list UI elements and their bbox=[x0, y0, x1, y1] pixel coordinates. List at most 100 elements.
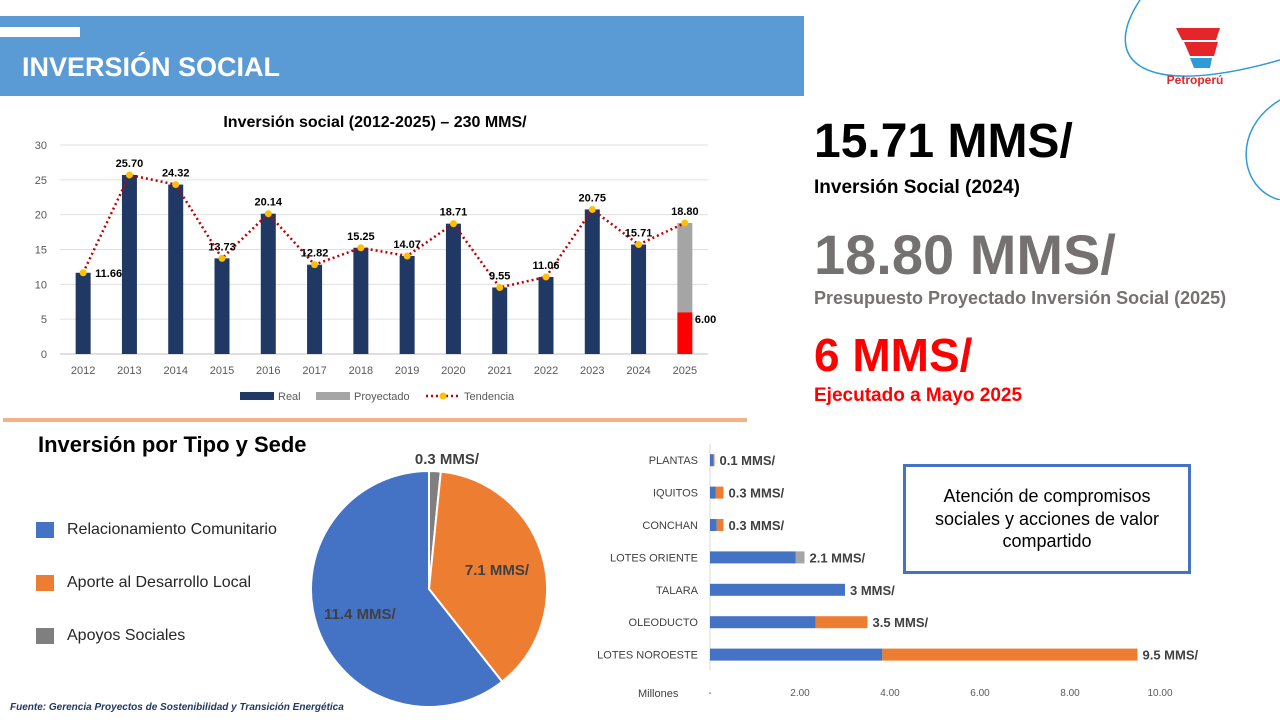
legend-label: Tendencia bbox=[464, 391, 515, 403]
bar-real bbox=[677, 312, 693, 354]
x-axis-ticks: 2012 2013 2014 2015 2016 2017 2018 2019 2020 2021… bbox=[71, 365, 697, 377]
kpi-2024-value: 15.71 MMS/ bbox=[814, 115, 1073, 168]
trend-marker bbox=[449, 220, 457, 228]
bar-real bbox=[260, 213, 276, 354]
bar-real bbox=[307, 264, 323, 354]
y-tick-label: 20 bbox=[35, 210, 47, 222]
x-tick-label: 2.00 bbox=[790, 688, 810, 699]
executed-label: 6.00 bbox=[695, 314, 716, 326]
bar-segment bbox=[710, 486, 716, 499]
legend-item-relacionamiento: Relacionamiento Comunitario bbox=[36, 520, 277, 540]
data-label: 11.66 bbox=[95, 268, 122, 280]
legend: Real Proyectado Tendencia bbox=[240, 391, 515, 403]
bar-real bbox=[445, 223, 461, 354]
data-label: 20.75 bbox=[579, 192, 607, 204]
bar-segment bbox=[710, 551, 796, 564]
category-labels: PLANTAS IQUITOS CONCHAN LOTES ORIENTE TALARA… bbox=[597, 455, 699, 661]
x-tick-label: 2020 bbox=[441, 365, 465, 377]
bar-segment bbox=[710, 583, 845, 596]
y-tick-label: 10 bbox=[35, 279, 47, 291]
trend-marker bbox=[496, 283, 504, 291]
y-tick-label: 25 bbox=[35, 175, 47, 187]
bar-total-label: 3 MMS/ bbox=[850, 583, 895, 598]
trend-marker bbox=[311, 261, 319, 269]
bar-segment bbox=[882, 648, 1138, 661]
x-tick-label: 2022 bbox=[534, 365, 558, 377]
pie-legend: Relacionamiento Comunitario Aporte al De… bbox=[36, 520, 277, 646]
y-axis-ticks: 0 5 10 15 20 25 30 bbox=[35, 140, 47, 361]
kpi-2024-label: Inversión Social (2024) bbox=[814, 177, 1020, 198]
gridlines bbox=[60, 144, 708, 355]
trend-marker bbox=[357, 244, 365, 252]
bar-real bbox=[492, 287, 508, 354]
data-label: 25.70 bbox=[116, 158, 144, 170]
legend-swatch bbox=[36, 575, 54, 591]
bar-segment bbox=[710, 519, 717, 531]
bar-real bbox=[168, 184, 184, 354]
kpi-2025-budget-label: Presupuesto Proyectado Inversión Social … bbox=[814, 288, 1227, 308]
x-tick-label: 2013 bbox=[117, 365, 141, 377]
trend-marker bbox=[588, 205, 596, 213]
x-tick-label: 2025 bbox=[673, 365, 697, 377]
data-labels: 0.1 MMS/0.3 MMS/0.3 MMS/2.1 MMS/3 MMS/3.… bbox=[720, 453, 1199, 662]
bar-real bbox=[121, 174, 137, 354]
callout-box: Atención de compromisos sociales y accio… bbox=[903, 464, 1191, 574]
legend-label: Relacionamiento Comunitario bbox=[67, 521, 277, 538]
x-tick-label: 8.00 bbox=[1060, 688, 1080, 699]
title-band bbox=[0, 16, 804, 96]
x-tick-label: 2014 bbox=[163, 365, 187, 377]
bar-real bbox=[353, 247, 369, 354]
x-tick-label: 2016 bbox=[256, 365, 280, 377]
data-label: 18.71 bbox=[440, 207, 468, 219]
bar-total-label: 2.1 MMS/ bbox=[810, 550, 866, 565]
page-title: INVERSIÓN SOCIAL bbox=[22, 52, 281, 82]
bar-total-label: 0.1 MMS/ bbox=[720, 453, 776, 468]
category-label: TALARA bbox=[656, 585, 699, 597]
data-label: 24.32 bbox=[162, 168, 190, 180]
type-pie-chart: 11.4 MMS/7.1 MMS/0.3 MMS/ bbox=[310, 451, 548, 708]
data-label: 20.14 bbox=[255, 197, 283, 209]
category-label: LOTES ORIENTE bbox=[610, 552, 698, 564]
pie-slice bbox=[427, 470, 548, 684]
bar-total-label: 3.5 MMS/ bbox=[873, 615, 929, 630]
decorative-arcs bbox=[1124, 0, 1280, 200]
bar-segment bbox=[716, 519, 724, 531]
category-label: PLANTAS bbox=[649, 455, 698, 467]
category-label: LOTES NOROESTE bbox=[597, 650, 698, 662]
bar-total-label: 0.3 MMS/ bbox=[729, 518, 785, 533]
data-label: 11.06 bbox=[533, 260, 560, 272]
bar-real bbox=[538, 276, 554, 354]
pie-label: 11.4 MMS/ bbox=[324, 606, 397, 623]
x-tick-label: 10.00 bbox=[1147, 688, 1172, 699]
section-title: Inversión por Tipo y Sede bbox=[38, 432, 307, 457]
trend-marker bbox=[681, 219, 689, 227]
legend-label: Proyectado bbox=[354, 391, 410, 403]
pie-slices bbox=[310, 469, 548, 708]
x-tick-label: 2018 bbox=[349, 365, 373, 377]
x-tick-label: 2012 bbox=[71, 365, 95, 377]
petroperu-logo: Petroperú bbox=[1160, 26, 1230, 92]
x-axis-title: Millones bbox=[638, 688, 679, 700]
pie-slice bbox=[310, 469, 504, 708]
x-tick-label: 2017 bbox=[302, 365, 326, 377]
bar-real bbox=[214, 258, 230, 354]
trend-marker bbox=[79, 269, 87, 277]
investment-column-chart: Inversión social (2012-2025) – 230 MMS/ … bbox=[35, 114, 717, 403]
legend-item-apoyos: Apoyos Sociales bbox=[36, 626, 277, 646]
x-tick-label: 2023 bbox=[580, 365, 604, 377]
category-label: IQUITOS bbox=[653, 488, 698, 500]
site-bar-chart: PLANTAS IQUITOS CONCHAN LOTES ORIENTE TALARA… bbox=[597, 444, 1199, 700]
section-divider bbox=[3, 418, 747, 422]
chart-title: Inversión social (2012-2025) – 230 MMS/ bbox=[223, 114, 527, 131]
trend-marker bbox=[172, 181, 180, 189]
data-label: 15.71 bbox=[625, 228, 653, 240]
bars bbox=[75, 174, 693, 354]
bars bbox=[710, 454, 1138, 661]
kpi-executed-value: 6 MMS/ bbox=[814, 329, 973, 381]
bar-segment bbox=[710, 616, 816, 629]
trend-marker bbox=[264, 210, 272, 218]
bar-segment bbox=[715, 486, 724, 499]
trend-marker bbox=[125, 171, 133, 179]
x-axis-ticks: - 2.00 4.00 6.00 8.00 10.00 Millones bbox=[638, 688, 1173, 700]
bar-total-label: 0.3 MMS/ bbox=[729, 486, 785, 501]
